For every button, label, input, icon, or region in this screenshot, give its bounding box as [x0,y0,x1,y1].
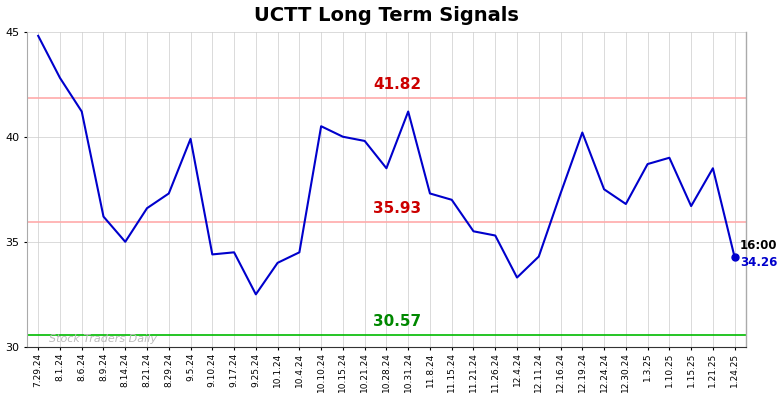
Text: 41.82: 41.82 [373,77,421,92]
Title: UCTT Long Term Signals: UCTT Long Term Signals [254,6,519,25]
Text: 35.93: 35.93 [373,201,421,216]
Text: 30.57: 30.57 [373,314,421,329]
Text: 34.26: 34.26 [740,256,778,269]
Text: 16:00: 16:00 [740,239,778,252]
Text: Stock Traders Daily: Stock Traders Daily [49,334,157,344]
